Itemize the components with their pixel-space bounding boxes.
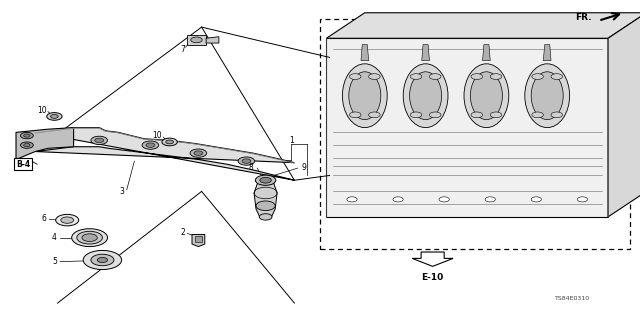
Circle shape bbox=[24, 144, 30, 147]
Text: TS84E0310: TS84E0310 bbox=[556, 296, 590, 301]
Circle shape bbox=[349, 112, 361, 118]
Polygon shape bbox=[187, 35, 206, 45]
Polygon shape bbox=[361, 45, 369, 61]
Circle shape bbox=[91, 254, 114, 266]
Circle shape bbox=[82, 234, 97, 241]
Polygon shape bbox=[483, 45, 490, 61]
Text: FR.: FR. bbox=[575, 13, 592, 22]
Polygon shape bbox=[16, 128, 74, 160]
Circle shape bbox=[20, 132, 33, 139]
Text: 2: 2 bbox=[180, 228, 185, 237]
Polygon shape bbox=[326, 38, 608, 217]
Text: 8: 8 bbox=[248, 163, 253, 172]
Text: 7: 7 bbox=[180, 45, 185, 54]
Circle shape bbox=[56, 214, 79, 226]
Circle shape bbox=[166, 140, 173, 144]
Circle shape bbox=[393, 197, 403, 202]
Text: E-10: E-10 bbox=[422, 273, 444, 282]
Circle shape bbox=[490, 112, 502, 118]
Circle shape bbox=[72, 229, 108, 247]
Circle shape bbox=[471, 112, 483, 118]
Text: 3: 3 bbox=[119, 187, 124, 196]
Ellipse shape bbox=[464, 64, 509, 128]
Circle shape bbox=[410, 112, 422, 118]
Ellipse shape bbox=[349, 72, 381, 120]
Circle shape bbox=[429, 112, 441, 118]
Polygon shape bbox=[543, 45, 551, 61]
Text: 10: 10 bbox=[36, 106, 47, 115]
Circle shape bbox=[577, 197, 588, 202]
Circle shape bbox=[242, 159, 251, 163]
Circle shape bbox=[471, 74, 483, 79]
Polygon shape bbox=[206, 37, 219, 43]
Circle shape bbox=[162, 138, 177, 146]
Circle shape bbox=[551, 74, 563, 79]
Circle shape bbox=[146, 143, 155, 147]
Text: 1: 1 bbox=[289, 136, 294, 145]
Bar bbox=[320, 19, 630, 249]
Polygon shape bbox=[195, 236, 202, 242]
Circle shape bbox=[349, 74, 361, 79]
Circle shape bbox=[20, 142, 33, 148]
Circle shape bbox=[490, 74, 502, 79]
Text: 4: 4 bbox=[52, 233, 57, 242]
Polygon shape bbox=[326, 13, 640, 38]
Circle shape bbox=[47, 113, 62, 120]
Circle shape bbox=[260, 177, 271, 183]
Text: 9: 9 bbox=[301, 163, 307, 172]
Polygon shape bbox=[412, 252, 453, 266]
Circle shape bbox=[83, 250, 122, 270]
Circle shape bbox=[255, 175, 276, 185]
Text: 5: 5 bbox=[52, 257, 57, 266]
Ellipse shape bbox=[342, 64, 387, 128]
Circle shape bbox=[91, 136, 108, 145]
Circle shape bbox=[95, 138, 104, 143]
Polygon shape bbox=[422, 45, 429, 61]
Polygon shape bbox=[608, 13, 640, 217]
Text: 6: 6 bbox=[41, 214, 46, 223]
Circle shape bbox=[347, 197, 357, 202]
Text: 10: 10 bbox=[152, 131, 162, 140]
Polygon shape bbox=[254, 182, 277, 219]
Circle shape bbox=[190, 149, 207, 157]
Circle shape bbox=[61, 217, 74, 223]
Circle shape bbox=[551, 112, 563, 118]
Polygon shape bbox=[192, 234, 205, 247]
Circle shape bbox=[77, 231, 102, 244]
Circle shape bbox=[369, 112, 380, 118]
Circle shape bbox=[429, 74, 441, 79]
Circle shape bbox=[51, 115, 58, 118]
Ellipse shape bbox=[410, 72, 442, 120]
Ellipse shape bbox=[470, 72, 502, 120]
Circle shape bbox=[259, 214, 272, 220]
Circle shape bbox=[485, 197, 495, 202]
Circle shape bbox=[256, 201, 275, 211]
Circle shape bbox=[531, 197, 541, 202]
Ellipse shape bbox=[403, 64, 448, 128]
Circle shape bbox=[142, 141, 159, 149]
Circle shape bbox=[410, 74, 422, 79]
Circle shape bbox=[532, 74, 543, 79]
Circle shape bbox=[369, 74, 380, 79]
Ellipse shape bbox=[525, 64, 570, 128]
Circle shape bbox=[532, 112, 543, 118]
Circle shape bbox=[97, 257, 108, 263]
Circle shape bbox=[191, 37, 202, 43]
Polygon shape bbox=[35, 128, 294, 180]
Circle shape bbox=[24, 134, 30, 137]
Ellipse shape bbox=[531, 72, 563, 120]
Circle shape bbox=[194, 151, 203, 155]
Circle shape bbox=[439, 197, 449, 202]
Text: B-4: B-4 bbox=[16, 160, 30, 169]
Circle shape bbox=[238, 157, 255, 165]
